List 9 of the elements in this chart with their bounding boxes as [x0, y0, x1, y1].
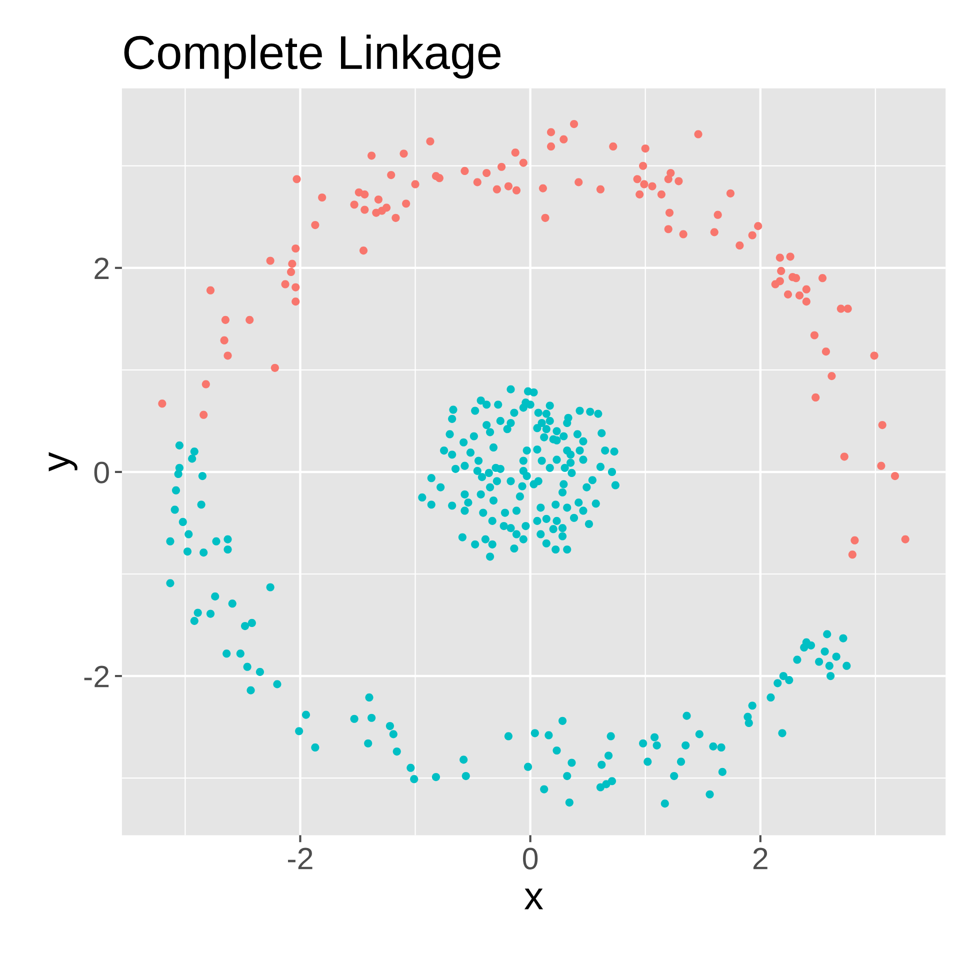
- x-tick-label: 2: [753, 848, 768, 870]
- y-tick-label: 0: [94, 462, 109, 484]
- y-axis-title: y: [48, 452, 78, 472]
- x-tick-label: -2: [288, 848, 312, 870]
- y-tick-label: 2: [94, 258, 109, 279]
- y-tick-label: -2: [84, 666, 109, 688]
- x-tick-label: 0: [523, 848, 538, 870]
- chart-title: Complete Linkage: [124, 34, 500, 79]
- x-axis-title: x: [524, 888, 544, 910]
